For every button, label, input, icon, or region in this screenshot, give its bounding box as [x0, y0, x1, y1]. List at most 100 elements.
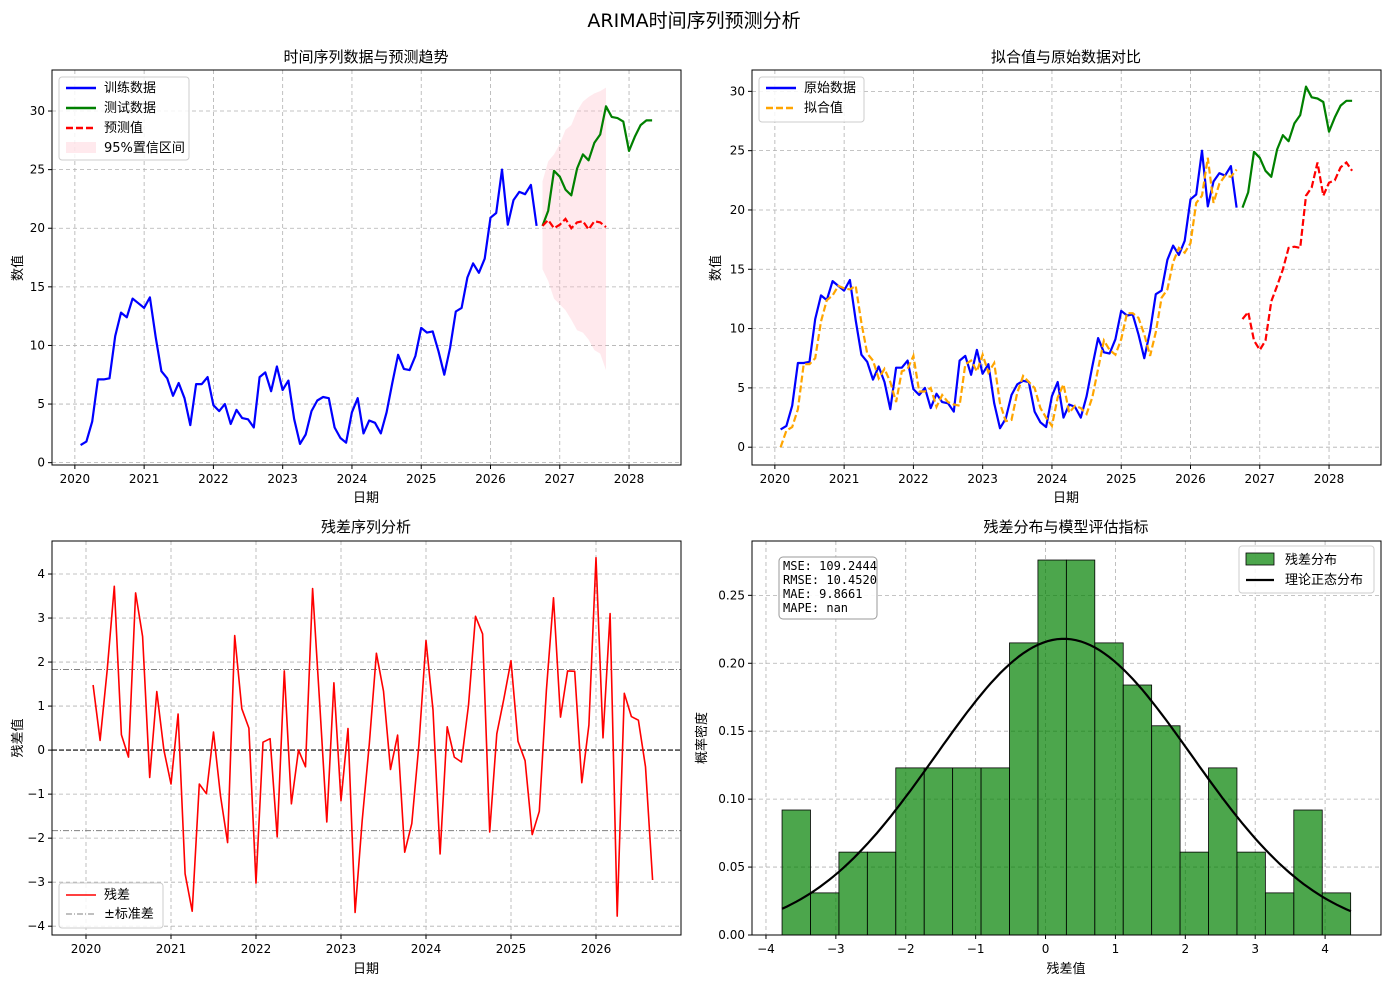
panel-residual: 残差序列分析 日期 残差值 2020 2021 2022 2023 2024 2025 20… [10, 518, 682, 977]
panel-histogram: 残差分布与模型评估指标 残差值 概率密度 −4 −3 −2 −1 0 1 2 3 4 0.00 0.… [694, 518, 1382, 977]
series-original-train-line [780, 149, 1238, 431]
legend-hist: 残差分布 [1285, 553, 1337, 568]
x-tick-label: −2 [897, 942, 915, 956]
panel-histogram-ticks: −4 −3 −2 −1 0 1 2 3 4 0.00 0.05 0.10 0.15 0.20 0.25 [718, 588, 1329, 956]
y-tick-label: 30 [730, 84, 745, 98]
series-ci-band [542, 87, 606, 371]
panel-residual-grid [52, 541, 681, 935]
x-tick-label: 2021 [129, 472, 160, 486]
x-tick-label: 2022 [898, 472, 929, 486]
panel-forecast: 时间序列数据与预测趋势 日期 数值 2020 2021 2022 2023 2024 20… [10, 48, 682, 506]
x-tick-label: 2025 [496, 942, 527, 956]
x-tick-label: 2022 [198, 472, 229, 486]
panel-fitted-xlabel: 日期 [1053, 491, 1079, 506]
legend-train: 训练数据 [104, 81, 156, 96]
x-tick-label: 2 [1181, 942, 1189, 956]
legend-hist-swatch [1245, 552, 1275, 566]
hist-bar [838, 851, 868, 936]
y-tick-label: 3 [37, 611, 45, 625]
y-tick-label: −1 [27, 787, 45, 801]
x-tick-label: 2025 [406, 472, 437, 486]
hist-bar [1236, 851, 1266, 936]
y-tick-label: 4 [37, 567, 45, 581]
x-tick-label: 2025 [1106, 472, 1137, 486]
y-tick-label: 0.15 [718, 724, 745, 738]
x-tick-label: 0 [1042, 942, 1050, 956]
x-tick-label: 2020 [71, 942, 102, 956]
x-tick-label: 2022 [241, 942, 272, 956]
x-tick-label: 2023 [326, 942, 357, 956]
panel-forecast-xlabel: 日期 [353, 491, 379, 506]
y-tick-label: 0.10 [718, 792, 745, 806]
y-tick-label: −2 [27, 831, 45, 845]
panel-fitted: 拟合值与原始数据对比 日期 数值 2020 2021 2022 2023 2024 202… [708, 48, 1382, 506]
metrics-box-frame [778, 556, 878, 620]
y-tick-label: 10 [30, 338, 45, 352]
x-tick-label: −1 [967, 942, 985, 956]
panel-residual-legend: 残差 ±标准差 [58, 882, 164, 929]
series-forecast-line [541, 217, 607, 232]
x-tick-label: −4 [757, 942, 775, 956]
legend-forecast: 预测值 [104, 120, 143, 136]
metric-mae: MAE: 9.8661 [783, 587, 862, 601]
panel-fitted-ylabel: 数值 [708, 255, 724, 281]
x-tick-label: 2021 [156, 942, 187, 956]
series-residual-line [92, 556, 654, 917]
panel-residual-xlabel: 日期 [353, 962, 379, 977]
hist-bar [1094, 642, 1124, 936]
hist-bar [923, 767, 954, 936]
panel-residual-ticks: 2020 2021 2022 2023 2024 2025 2026 −4 −3 −2 −1 0 1 2 3… [27, 567, 611, 956]
panel-histogram-frame [751, 540, 1382, 936]
normal-curve [781, 637, 1352, 913]
y-tick-label: 0 [737, 440, 745, 454]
panel-forecast-title: 时间序列数据与预测趋势 [283, 48, 448, 66]
hist-bar [895, 767, 925, 936]
legend-original: 原始数据 [804, 81, 856, 96]
panel-forecast-series [80, 87, 653, 447]
x-tick-label: 2027 [1244, 472, 1275, 486]
hist-bar [866, 851, 897, 936]
legend-residual: 残差 [104, 888, 130, 903]
panel-residual-ylabel: 残差值 [10, 718, 26, 757]
panel-histogram-bars [781, 559, 1352, 936]
x-tick-label: 2023 [967, 472, 998, 486]
x-tick-label: 2020 [60, 472, 91, 486]
hist-bar [1037, 559, 1067, 936]
hist-bar [810, 892, 840, 936]
series-fitted-test-line [1241, 160, 1354, 353]
legend-test: 测试数据 [104, 101, 156, 116]
y-tick-label: 1 [37, 699, 45, 713]
y-tick-label: 30 [30, 104, 45, 118]
x-tick-label: 2024 [411, 942, 442, 956]
panel-residual-frame [51, 540, 682, 936]
panel-forecast-ticks: 2020 2021 2022 2023 2024 2025 2026 2027 20280510… [30, 104, 645, 486]
hist-bar [1065, 559, 1096, 936]
y-tick-label: 25 [30, 163, 45, 177]
panel-fitted-series [779, 85, 1354, 448]
panel-forecast-legend-box [58, 76, 190, 161]
panel-residual-series [52, 556, 681, 917]
y-tick-label: −4 [27, 919, 45, 933]
metric-rmse: RMSE: 10.4520 [783, 573, 877, 587]
panel-histogram-title: 残差分布与模型评估指标 [983, 518, 1148, 536]
x-tick-label: 2021 [829, 472, 860, 486]
panel-forecast-legend: 训练数据 测试数据 预测值 95%置信区间 [58, 76, 190, 161]
y-tick-label: 0.25 [718, 588, 745, 602]
x-tick-label: 2028 [614, 472, 645, 486]
series-test-line [541, 105, 653, 227]
hist-bar [980, 767, 1010, 936]
x-tick-label: 2027 [544, 472, 575, 486]
y-tick-label: 15 [30, 280, 45, 294]
x-tick-label: 1 [1112, 942, 1120, 956]
panel-fitted-legend: 原始数据 拟合值 [758, 76, 865, 123]
hist-bar [1179, 851, 1209, 936]
y-tick-label: 20 [730, 203, 745, 217]
panel-fitted-frame [751, 69, 1382, 466]
y-tick-label: 0.00 [718, 928, 745, 942]
series-train-line [80, 168, 538, 447]
y-tick-label: 5 [737, 381, 745, 395]
y-tick-label: 0 [37, 456, 45, 470]
legend-ci-swatch [66, 142, 96, 153]
hist-bar [781, 809, 811, 936]
